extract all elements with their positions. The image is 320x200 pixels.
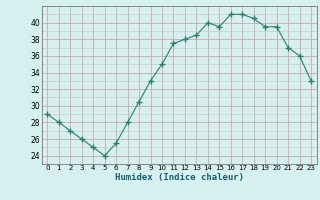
X-axis label: Humidex (Indice chaleur): Humidex (Indice chaleur) — [115, 173, 244, 182]
